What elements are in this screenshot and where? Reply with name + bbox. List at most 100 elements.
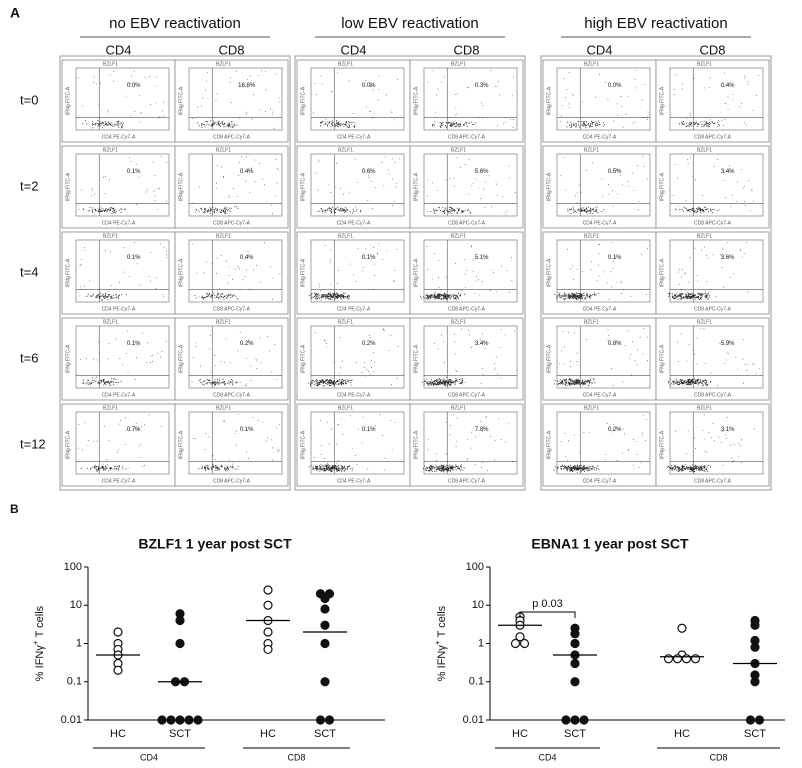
data-point (113, 665, 123, 675)
percent-label: 0.3% (475, 83, 489, 89)
plot-label: BZLF1 (338, 319, 353, 325)
plot-label: BZLF1 (584, 405, 599, 411)
flow-axes (188, 325, 283, 389)
y-axis-label: % IFNγ+ T cells (31, 605, 46, 681)
percent-label: 0.5% (608, 169, 622, 175)
y-axis-label: IFNg FITC-A (659, 172, 665, 201)
y-label-sup: + (433, 640, 442, 645)
x-axis-label: CD8 APC-Cy7-A (448, 306, 486, 312)
flow-axes (556, 411, 651, 475)
x-axis-label: CD8 APC-Cy7-A (213, 306, 251, 312)
flow-axes (669, 153, 764, 217)
y-axis-label: IFNg FITC-A (178, 86, 184, 115)
flow-plot (409, 59, 524, 143)
group-frame (59, 55, 291, 491)
flow-plot (409, 231, 524, 315)
subset-label: CD8 (699, 42, 725, 57)
y-axis-label: IFNg FITC-A (178, 430, 184, 459)
flow-plot (655, 317, 770, 401)
y-axis-label: IFNg FITC-A (300, 86, 306, 115)
data-point (570, 658, 580, 669)
group-label: CD8 (287, 752, 305, 762)
flow-plot (296, 317, 411, 401)
x-tick-label: SCT (314, 728, 336, 740)
y-tick-label: 0.1 (469, 676, 484, 688)
flow-plot (655, 403, 770, 487)
plot-label: BZLF1 (338, 147, 353, 153)
y-label-text: T cells (436, 605, 448, 640)
x-axis-label: CD4 PE-Cy7-A (102, 392, 136, 398)
x-axis-label: CD4 PE-Cy7-A (337, 220, 371, 226)
data-point (570, 638, 580, 649)
x-axis-label: CD4 PE-Cy7-A (583, 392, 617, 398)
time-label: t=6 (20, 350, 38, 365)
y-axis-label: IFNg FITC-A (65, 86, 71, 115)
flow-axes (669, 67, 764, 131)
group-title: low EBV reactivation (341, 15, 479, 32)
percent-label: 7.8% (475, 427, 489, 433)
flow-plot (409, 317, 524, 401)
data-point (672, 654, 683, 664)
data-point (263, 644, 273, 655)
y-tick-label: 100 (64, 561, 82, 573)
y-axis-label: IFNg FITC-A (300, 172, 306, 201)
y-axis-label: IFNg FITC-A (413, 172, 419, 201)
group-label: CD4 (538, 752, 556, 762)
plot-label: BZLF1 (697, 319, 712, 325)
x-axis-label: CD8 APC-Cy7-A (694, 306, 732, 312)
x-axis-label: CD8 APC-Cy7-A (448, 478, 486, 484)
percent-label: 0.1% (362, 255, 376, 261)
plot-label: BZLF1 (584, 147, 599, 153)
percent-label: 0.6% (362, 169, 376, 175)
y-label-text: T cells (34, 605, 46, 640)
data-point (519, 638, 530, 649)
plot-label: BZLF1 (584, 319, 599, 325)
plot-label: BZLF1 (584, 61, 599, 67)
data-point (745, 715, 756, 725)
subset-label: CD8 (218, 42, 244, 57)
y-tick-label: 1 (478, 637, 484, 649)
subset-label: CD4 (586, 42, 612, 57)
y-tick-label: 10 (472, 599, 484, 611)
y-axis-label: IFNg FITC-A (178, 258, 184, 287)
plot-label: BZLF1 (451, 233, 466, 239)
y-axis-label: IFNg FITC-A (178, 172, 184, 201)
data-point (184, 715, 194, 725)
percent-label: 0.1% (127, 255, 141, 261)
panel-letter: B (10, 502, 19, 516)
flow-plot (61, 317, 176, 401)
percent-label: 3.4% (475, 341, 489, 347)
data-point (570, 629, 580, 639)
y-tick-label: 0.1 (67, 676, 82, 688)
plot-label: BZLF1 (697, 233, 712, 239)
x-tick-label: HC (110, 728, 126, 740)
x-axis-label: CD4 PE-Cy7-A (102, 220, 136, 226)
flow-events (313, 72, 398, 128)
data-point (324, 715, 335, 725)
y-tick-label: 1 (76, 637, 82, 649)
data-point (315, 715, 326, 725)
plot-label: BZLF1 (103, 319, 118, 325)
flow-events (308, 242, 398, 301)
x-axis-label: CD4 PE-Cy7-A (337, 478, 371, 484)
flow-plot (542, 59, 657, 143)
plot-label: BZLF1 (216, 61, 231, 67)
flow-plot (61, 59, 176, 143)
significance-bracket (519, 611, 576, 618)
y-axis-label: IFNg FITC-A (546, 430, 552, 459)
data-point (320, 593, 330, 604)
y-axis-label: IFNg FITC-A (300, 258, 306, 287)
flow-axes (310, 411, 405, 475)
flow-axes (188, 67, 283, 131)
percent-label: 5.6% (475, 169, 489, 175)
plot-label: BZLF1 (103, 147, 118, 153)
y-axis-label: IFNg FITC-A (413, 344, 419, 373)
x-tick-label: HC (260, 728, 276, 740)
flow-axes (423, 67, 518, 131)
y-label-sup: + (31, 640, 40, 645)
time-label: t=0 (20, 92, 38, 107)
y-axis-label: IFNg FITC-A (659, 86, 665, 115)
y-tick-label: 100 (466, 561, 484, 573)
flow-axes (556, 325, 651, 389)
flow-plot (174, 145, 289, 229)
